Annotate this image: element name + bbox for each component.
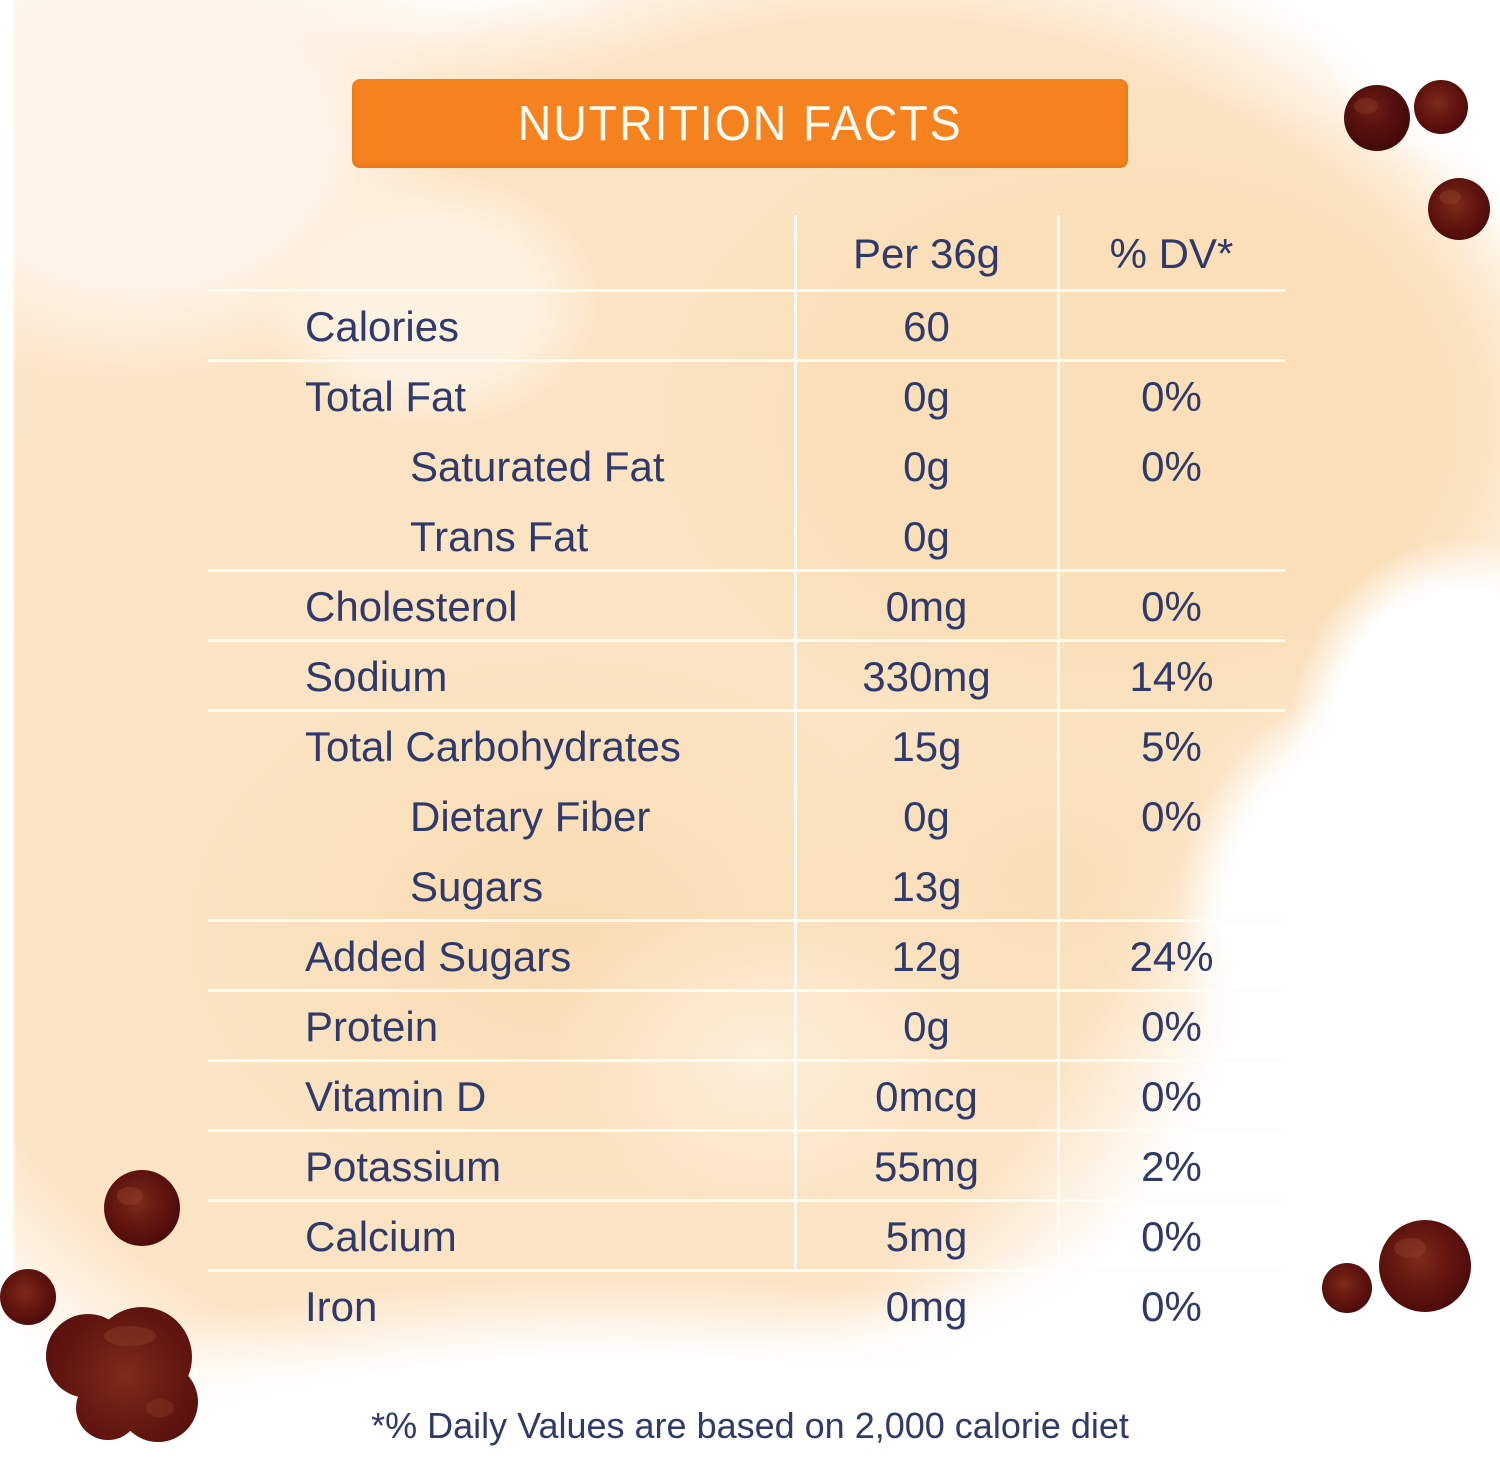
footnote: *% Daily Values are based on 2,000 calor… <box>371 1405 1129 1446</box>
nutrient-dv: 14% <box>1129 653 1214 700</box>
nutrient-label: Saturated Fat <box>410 443 665 490</box>
table-row: Added Sugars 12g 24% <box>208 922 1285 992</box>
nutrient-dv: 0% <box>1141 583 1202 630</box>
nutrient-dv: 0% <box>1141 443 1202 490</box>
table-row: Sugars 13g <box>208 852 1285 922</box>
nutrient-amount: 0g <box>903 1003 950 1050</box>
nutrient-amount: 0mg <box>885 1283 968 1330</box>
nutrient-label: Cholesterol <box>305 583 518 630</box>
table-row: Calories 60 <box>208 292 1285 362</box>
nutrient-amount: 0g <box>903 513 950 560</box>
nutrient-amount: 0g <box>903 793 950 840</box>
nutrient-dv: 24% <box>1129 933 1214 980</box>
table-row: Trans Fat 0g <box>208 502 1285 572</box>
nutrient-label: Protein <box>305 1003 439 1050</box>
nutrient-dv: 0% <box>1141 1003 1202 1050</box>
nutrient-amount: 0g <box>903 373 950 420</box>
table-body: Calories 60 Total Fat 0g 0% Saturated Fa… <box>208 292 1285 1342</box>
nutrient-label: Sugars <box>410 863 544 910</box>
nutrient-amount: 55mg <box>873 1143 980 1190</box>
column-header-amount: Per 36g <box>852 229 1001 277</box>
nutrient-amount: 0g <box>903 443 950 490</box>
table-row: Calcium 5mg 0% <box>208 1202 1285 1272</box>
nutrient-amount: 15g <box>891 723 962 770</box>
nutrient-dv: 0% <box>1141 373 1202 420</box>
table-row: Vitamin D 0mcg 0% <box>208 1062 1285 1132</box>
nutrient-label: Vitamin D <box>305 1073 487 1120</box>
nutrient-dv: 2% <box>1141 1143 1202 1190</box>
nutrient-amount: 0mg <box>885 583 968 630</box>
nutrient-dv: 5% <box>1141 723 1202 770</box>
table-row: Cholesterol 0mg 0% <box>208 572 1285 642</box>
table-row: Potassium 55mg 2% <box>208 1132 1285 1202</box>
nutrient-label: Potassium <box>305 1143 502 1190</box>
nutrient-amount: 5mg <box>885 1213 968 1260</box>
nutrient-amount: 13g <box>891 863 962 910</box>
column-divider-dv <box>1057 215 1060 1272</box>
nutrient-dv: 0% <box>1141 793 1202 840</box>
nutrient-amount: 12g <box>891 933 962 980</box>
nutrition-table: Per 36g % DV* Calories 60 Total Fat 0g 0… <box>208 215 1285 1342</box>
nutrient-dv: 0% <box>1141 1283 1202 1330</box>
nutrient-label: Calcium <box>305 1213 457 1260</box>
page-title: NUTRITION FACTS <box>517 96 963 151</box>
table-row: Sodium 330mg 14% <box>208 642 1285 712</box>
table-row: Iron 0mg 0% <box>208 1272 1285 1342</box>
table-row: Saturated Fat 0g 0% <box>208 432 1285 502</box>
nutrient-amount: 60 <box>903 303 950 350</box>
nutrient-label: Iron <box>305 1283 378 1330</box>
table-row: Protein 0g 0% <box>208 992 1285 1062</box>
nutrient-dv: 0% <box>1141 1213 1202 1260</box>
nutrient-amount: 0mcg <box>875 1073 978 1120</box>
nutrient-dv: 0% <box>1141 1073 1202 1120</box>
table-row: Dietary Fiber 0g 0% <box>208 782 1285 852</box>
table-row: Total Carbohydrates 15g 5% <box>208 712 1285 782</box>
title-banner: NUTRITION FACTS <box>352 79 1128 168</box>
table-row: Total Fat 0g 0% <box>208 362 1285 432</box>
nutrient-label: Calories <box>305 303 460 350</box>
table-header-row: Per 36g % DV* <box>208 215 1285 292</box>
nutrient-amount: 330mg <box>862 653 991 700</box>
nutrient-label: Added Sugars <box>305 933 572 980</box>
column-header-dv: % DV* <box>1109 229 1234 277</box>
nutrient-label: Total Carbohydrates <box>305 723 681 770</box>
nutrient-label: Sodium <box>305 653 448 700</box>
nutrient-label: Total Fat <box>305 373 467 420</box>
nutrient-label: Trans Fat <box>410 513 589 560</box>
column-divider-amount <box>794 215 797 1272</box>
nutrient-label: Dietary Fiber <box>410 793 651 840</box>
